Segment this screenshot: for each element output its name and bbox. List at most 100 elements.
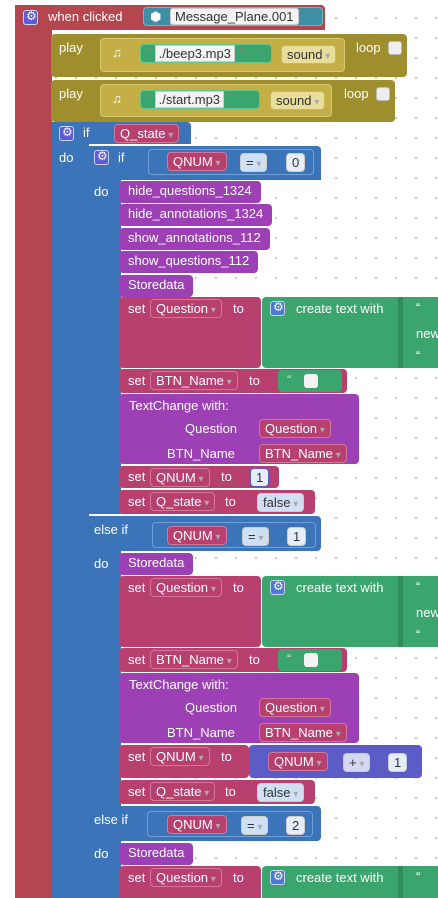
else-if-label-2: else if [94, 812, 128, 827]
close-quote-icon: ” [238, 45, 244, 62]
filename-text-1[interactable]: “ ./beep3.mp3 ” [140, 44, 272, 63]
create-text-gear-icon-3[interactable] [270, 869, 285, 885]
storedata-call-3[interactable]: Storedata [119, 843, 194, 865]
question-variable-3[interactable]: Question [150, 868, 222, 887]
object-icon: ⬢ [150, 9, 162, 24]
filename-text-2[interactable]: “ ./start.mp3 ” [140, 90, 260, 109]
else-do-label-1: do [94, 556, 109, 571]
filename-value-2: ./start.mp3 [154, 91, 225, 108]
text-change-question-label: Question [185, 421, 238, 436]
btn-name-variable-1[interactable]: BTN_Name [150, 371, 238, 390]
create-text-label-2: create text with [296, 580, 384, 595]
open-quote-icon-2: “ [146, 91, 151, 108]
to-label-4: to [225, 494, 236, 509]
create-text-label: create text with [296, 301, 384, 316]
create-text-slots-2 [398, 576, 438, 647]
text-change-btn-var-2[interactable]: BTN_Name [259, 723, 347, 742]
loop-label-2: loop [344, 86, 369, 101]
text-change-question-var[interactable]: Question [259, 419, 331, 438]
show-questions-call[interactable]: show_questions_112 [119, 251, 259, 273]
object-dropdown[interactable]: ⬢ Message_Plane.001 [143, 7, 323, 26]
text-slot-quote-3: “ [416, 579, 421, 594]
q-state-variable[interactable]: Q_state [114, 124, 180, 143]
empty-text-quote-open-2: “ [287, 651, 292, 666]
number-one-math[interactable]: 1 [388, 753, 408, 772]
qnum-variable-else-1[interactable]: QNUM [167, 526, 227, 545]
qnum-variable-inner[interactable]: QNUM [167, 152, 227, 171]
number-two[interactable]: 2 [286, 816, 306, 835]
math-operator-plus[interactable]: + [343, 753, 371, 772]
outer-if-block[interactable] [51, 122, 89, 898]
storedata-call-1[interactable]: Storedata [119, 275, 194, 297]
empty-text-field[interactable] [304, 374, 318, 388]
set-label-3: set [128, 469, 146, 484]
set-label-4: set [128, 494, 146, 509]
text-slot-new-1: new [416, 326, 438, 341]
qstate-variable-set-1[interactable]: Q_state [150, 492, 216, 511]
else-do-label-2: do [94, 846, 109, 861]
play-label-1: play [59, 40, 83, 55]
inner-if-gear-icon[interactable] [94, 149, 109, 165]
qnum-variable-set-2[interactable]: QNUM [150, 747, 210, 766]
qnum-variable-set-1[interactable]: QNUM [150, 468, 210, 487]
number-one[interactable]: 1 [250, 468, 270, 487]
inner-if-label: if [118, 150, 125, 165]
inner-if-block[interactable] [87, 146, 121, 514]
hide-annotations-call[interactable]: hide_annotations_1324 [119, 204, 273, 226]
object-name: Message_Plane.001 [170, 8, 299, 25]
empty-text-field-2[interactable] [304, 653, 318, 667]
text-change-question-label-2: Question [185, 700, 238, 715]
boolean-false-1[interactable]: false [257, 493, 305, 512]
event-gear-icon[interactable] [23, 9, 38, 25]
qnum-variable-math[interactable]: QNUM [268, 752, 328, 771]
loop-label-1: loop [356, 40, 381, 55]
set-label: set [128, 301, 146, 316]
music-note-icon: ♫ [112, 45, 122, 60]
qstate-variable-set-2[interactable]: Q_state [150, 782, 216, 801]
sound-type-dropdown-1[interactable]: sound [281, 45, 337, 64]
to-label-9: to [233, 870, 244, 885]
question-variable-1[interactable]: Question [150, 299, 222, 318]
else-if-body-1 [87, 550, 121, 808]
create-text-gear-icon-2[interactable] [270, 579, 285, 595]
text-slot-quote-1: “ [416, 300, 421, 315]
to-label-2: to [249, 373, 260, 388]
text-slot-new-2: new [416, 605, 438, 620]
set-label-9: set [128, 870, 146, 885]
loop-checkbox-1[interactable] [388, 41, 402, 55]
event-label: when clicked [48, 9, 123, 24]
hide-questions-call[interactable]: hide_questions_1324 [119, 181, 261, 203]
text-change-label: TextChange with: [129, 398, 229, 413]
create-text-slots-3 [398, 866, 438, 898]
set-label-2: set [128, 373, 146, 388]
number-one-else[interactable]: 1 [287, 527, 307, 546]
to-label-6: to [249, 652, 260, 667]
to-label-3: to [221, 469, 232, 484]
boolean-false-2[interactable]: false [257, 783, 305, 802]
create-text-gear-icon[interactable] [270, 300, 285, 316]
show-annotations-call[interactable]: show_annotations_112 [119, 228, 270, 250]
btn-name-variable-2[interactable]: BTN_Name [150, 650, 238, 669]
create-text-label-3: create text with [296, 870, 384, 885]
qnum-variable-else-2[interactable]: QNUM [167, 815, 227, 834]
outer-if-gear-icon[interactable] [59, 125, 74, 141]
compare-operator-inner[interactable]: = [240, 153, 268, 172]
text-change-btn-label-2: BTN_Name [167, 725, 235, 740]
open-quote-icon: “ [146, 45, 151, 62]
loop-checkbox-2[interactable] [376, 87, 390, 101]
text-change-question-var-2[interactable]: Question [259, 698, 331, 717]
compare-operator-else-1[interactable]: = [242, 527, 270, 546]
text-slot-quote-5: “ [416, 869, 421, 884]
compare-operator-else-2[interactable]: = [241, 816, 269, 835]
else-if-body-2 [87, 840, 121, 898]
text-slot-quote-2: “ [416, 348, 421, 363]
to-label: to [233, 301, 244, 316]
close-quote-icon-2: ” [227, 91, 233, 108]
question-variable-2[interactable]: Question [150, 578, 222, 597]
event-body-left [15, 30, 52, 898]
number-zero[interactable]: 0 [286, 153, 306, 172]
sound-type-dropdown-2[interactable]: sound [270, 91, 326, 110]
storedata-call-2[interactable]: Storedata [119, 553, 194, 575]
outer-if-label: if [83, 125, 90, 140]
text-change-btn-var[interactable]: BTN_Name [259, 444, 347, 463]
